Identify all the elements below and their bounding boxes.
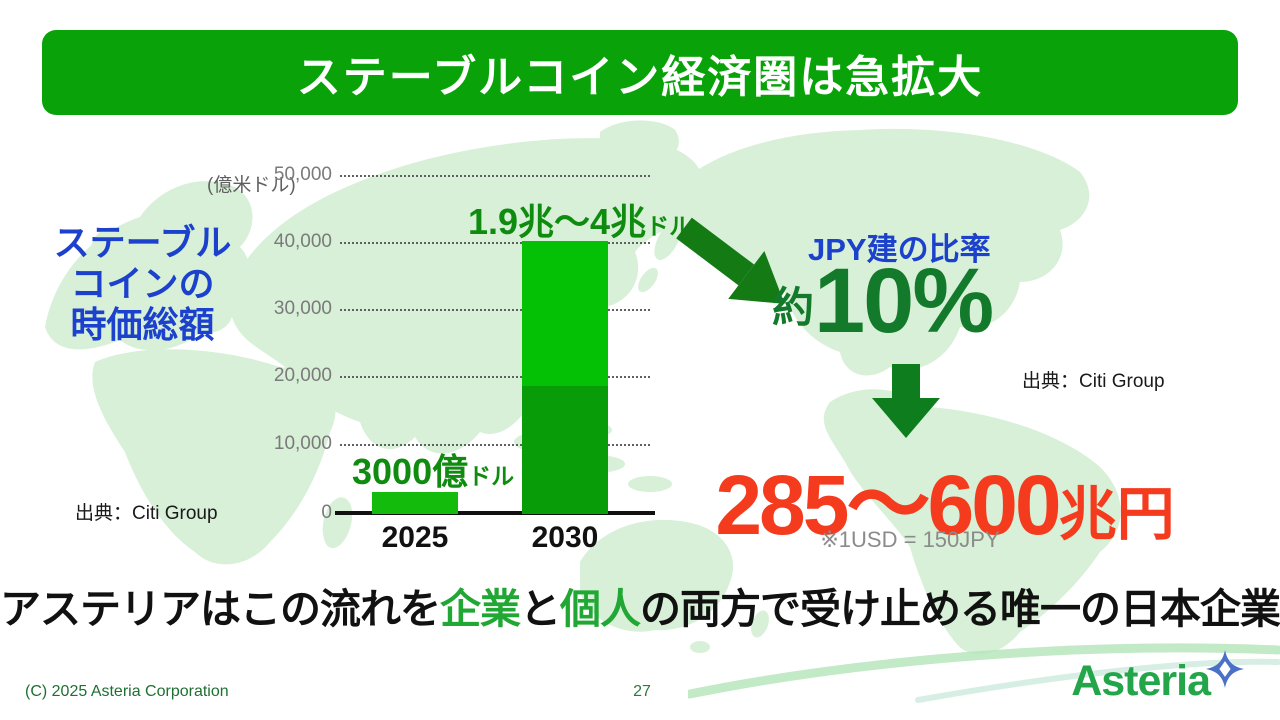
chart-title-line3: 時価総額 [70,304,215,345]
ratio-approx-prefix: 約 [772,284,815,332]
key-message: アステリアはこの流れを企業と個人の両方で受け止める唯一の日本企業 [0,575,1280,635]
gridline-20000 [340,376,650,378]
y-tick-20000: 20,000 [273,365,332,386]
fx-rate-note: ※1USD = 150JPY [820,527,1000,552]
y-tick-50000: 50,000 [273,164,332,185]
chart-title: ステーブル コインの 時価総額 [35,222,250,345]
x-axis-line [335,511,655,515]
x-label-2030: 2030 [531,521,599,554]
gridline-40000 [340,242,650,244]
key-message-part1: アステリアはこの流れを [0,586,441,632]
asteria-logo-text: Asteria [1071,657,1211,705]
jpy-result-unit: 兆円 [1058,482,1175,547]
slide-title: ステーブルコイン経済圏は急拡大 [296,52,984,102]
y-tick-40000: 40,000 [273,231,332,252]
asteria-sparkle-icon [1206,650,1244,688]
key-message-highlight-kojin: 個人 [560,586,641,632]
gridline-10000 [340,444,650,446]
bar-label-2030-value: 1.9兆〜4兆 [468,201,647,242]
jpy-result-value: 285〜600 [715,458,1061,552]
bar-label-2025-value: 3000億 [352,451,469,492]
ratio-percent-value: 10% [814,250,994,352]
chart-title-line1: ステーブル [53,222,232,263]
key-message-part2: と [520,586,561,632]
bar-label-2030: 1.9兆〜4兆ドル [468,193,692,245]
gridline-30000 [340,309,650,311]
jpy-ratio-heading: JPY建の比率 [808,232,991,267]
copyright-text: (C) 2025 Asteria Corporation [25,683,229,700]
source-citation-right: 出典：Citi Group [1022,371,1165,392]
page-number: 27 [633,683,651,700]
gridline-50000 [340,175,650,177]
key-message-highlight-kigyou: 企業 [440,586,521,632]
x-label-2025: 2025 [381,521,449,554]
arrow-down-right-icon [676,217,785,304]
title-banner: ステーブルコイン経済圏は急拡大 [42,30,1238,115]
jpy-ratio-value-row: 約 10% [772,250,994,352]
y-tick-0: 0 [321,502,332,523]
bar-2025 [372,492,458,514]
bar-2030-lower-range [522,386,608,514]
key-message-part3: の両方で受け止める唯一の日本企業 [640,586,1280,632]
chart-title-line2: コインの [70,263,215,304]
arrow-down-icon [872,364,940,438]
bar-label-2025: 3000億ドル [352,443,514,495]
bar-2030-upper-range [522,241,608,386]
jpy-result: 285〜600兆円 [690,438,1200,559]
logo-swoosh-decoration [688,643,1280,703]
bar-label-2025-unit: ドル [468,463,515,489]
source-citation-left: 出典：Citi Group [75,503,218,524]
y-tick-30000: 30,000 [273,298,332,319]
world-map-background [45,120,1121,655]
y-axis-unit-label: (億米ドル) [207,175,296,196]
y-tick-10000: 10,000 [273,433,332,454]
